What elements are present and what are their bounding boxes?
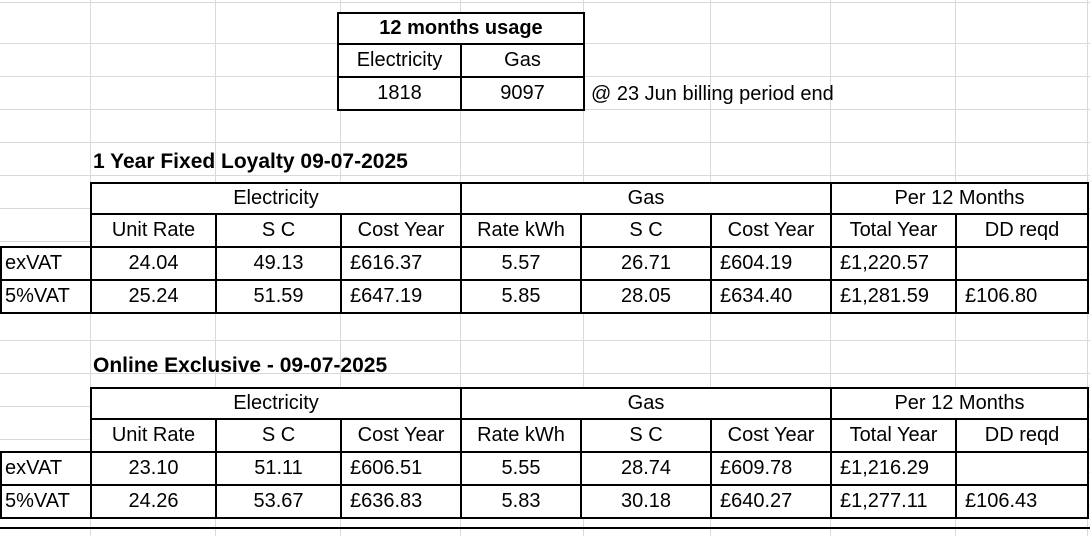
data-cell[interactable]: £634.40 xyxy=(710,279,832,314)
data-cell[interactable]: 25.24 xyxy=(90,279,217,314)
group-header-per-12-months[interactable]: Per 12 Months xyxy=(830,387,1089,420)
column-header-cost-year-elec[interactable]: Cost Year xyxy=(340,213,462,248)
data-cell[interactable]: £106.80 xyxy=(955,279,1089,314)
column-header-sc-gas[interactable]: S C xyxy=(580,213,712,248)
data-cell[interactable]: 53.67 xyxy=(215,484,342,519)
spacer-cell xyxy=(1,183,91,214)
billing-period-note[interactable]: @ 23 Jun billing period end xyxy=(591,83,834,105)
spacer-cell xyxy=(1,419,91,452)
data-cell[interactable]: £609.78 xyxy=(710,451,832,486)
data-cell[interactable]: 26.71 xyxy=(580,246,712,281)
data-cell[interactable]: £606.51 xyxy=(340,451,462,486)
column-header-unit-rate[interactable]: Unit Rate xyxy=(90,213,217,248)
data-cell[interactable]: £1,281.59 xyxy=(830,279,957,314)
usage-title-cell[interactable]: 12 months usage xyxy=(337,12,585,45)
column-header-rate-kwh[interactable]: Rate kWh xyxy=(460,213,582,248)
data-cell[interactable]: 5.85 xyxy=(460,279,582,314)
data-cell[interactable]: 24.04 xyxy=(90,246,217,281)
column-header-total-year[interactable]: Total Year xyxy=(830,213,957,248)
tariff-1-table: Electricity Gas Per 12 Months Unit Rate … xyxy=(0,182,1089,314)
usage-value-gas[interactable]: 9097 xyxy=(460,76,585,111)
data-cell[interactable]: £1,220.57 xyxy=(830,246,957,281)
data-cell[interactable]: 5.57 xyxy=(460,246,582,281)
usage-col-electricity[interactable]: Electricity xyxy=(337,43,462,78)
data-cell[interactable]: 51.59 xyxy=(215,279,342,314)
spacer-cell xyxy=(1,214,91,247)
column-header-cost-year-gas[interactable]: Cost Year xyxy=(710,418,832,453)
data-cell[interactable]: 28.05 xyxy=(580,279,712,314)
usage-table: 12 months usage Electricity Gas 1818 909… xyxy=(337,12,585,111)
tariff-2-title[interactable]: Online Exclusive - 09-07-2025 xyxy=(93,354,388,377)
group-header-per-12-months[interactable]: Per 12 Months xyxy=(830,182,1089,215)
row-label-exvat[interactable]: exVAT xyxy=(0,451,92,486)
data-cell[interactable]: £604.19 xyxy=(710,246,832,281)
data-cell[interactable]: £636.83 xyxy=(340,484,462,519)
spacer-cell xyxy=(1,388,91,419)
data-cell[interactable]: £1,277.11 xyxy=(830,484,957,519)
data-cell[interactable]: £1,216.29 xyxy=(830,451,957,486)
data-cell[interactable]: 30.18 xyxy=(580,484,712,519)
data-cell[interactable]: 49.13 xyxy=(215,246,342,281)
data-cell[interactable]: 23.10 xyxy=(90,451,217,486)
column-header-sc-gas[interactable]: S C xyxy=(580,418,712,453)
data-cell[interactable]: 5.83 xyxy=(460,484,582,519)
row-label-5vat[interactable]: 5%VAT xyxy=(0,279,92,314)
usage-col-gas[interactable]: Gas xyxy=(460,43,585,78)
column-header-rate-kwh[interactable]: Rate kWh xyxy=(460,418,582,453)
column-header-cost-year-elec[interactable]: Cost Year xyxy=(340,418,462,453)
data-cell[interactable] xyxy=(955,246,1089,281)
data-cell[interactable]: £616.37 xyxy=(340,246,462,281)
tariff-2-table: Electricity Gas Per 12 Months Unit Rate … xyxy=(0,387,1089,519)
column-header-cost-year-gas[interactable]: Cost Year xyxy=(710,213,832,248)
group-header-gas[interactable]: Gas xyxy=(460,387,832,420)
data-cell[interactable]: 5.55 xyxy=(460,451,582,486)
group-header-electricity[interactable]: Electricity xyxy=(90,387,462,420)
column-header-sc-elec[interactable]: S C xyxy=(215,213,342,248)
group-header-gas[interactable]: Gas xyxy=(460,182,832,215)
column-header-dd-reqd[interactable]: DD reqd xyxy=(955,418,1089,453)
data-cell[interactable] xyxy=(955,451,1089,486)
data-cell[interactable]: £647.19 xyxy=(340,279,462,314)
data-cell[interactable]: 24.26 xyxy=(90,484,217,519)
column-header-unit-rate[interactable]: Unit Rate xyxy=(90,418,217,453)
row-label-exvat[interactable]: exVAT xyxy=(0,246,92,281)
column-header-total-year[interactable]: Total Year xyxy=(830,418,957,453)
row-label-5vat[interactable]: 5%VAT xyxy=(0,484,92,519)
tariff-1-title[interactable]: 1 Year Fixed Loyalty 09-07-2025 xyxy=(93,150,408,173)
column-header-sc-elec[interactable]: S C xyxy=(215,418,342,453)
sheet-bottom-border xyxy=(0,527,1090,529)
data-cell[interactable]: £106.43 xyxy=(955,484,1089,519)
usage-value-electricity[interactable]: 1818 xyxy=(337,76,462,111)
column-header-dd-reqd[interactable]: DD reqd xyxy=(955,213,1089,248)
data-cell[interactable]: £640.27 xyxy=(710,484,832,519)
data-cell[interactable]: 51.11 xyxy=(215,451,342,486)
data-cell[interactable]: 28.74 xyxy=(580,451,712,486)
group-header-electricity[interactable]: Electricity xyxy=(90,182,462,215)
